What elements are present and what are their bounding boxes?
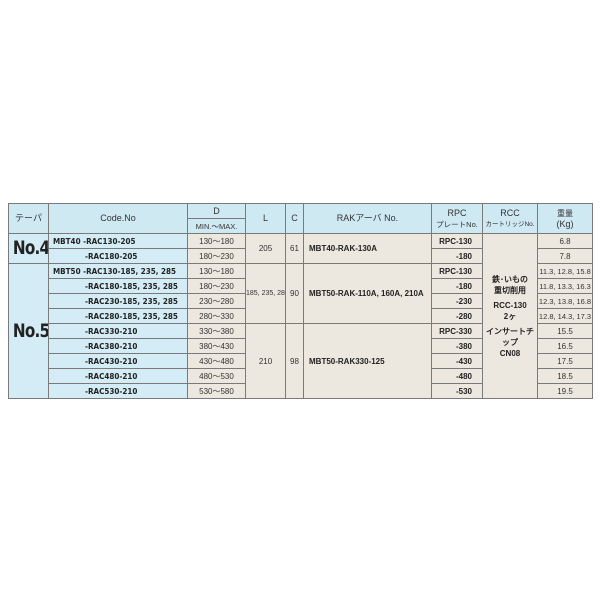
weight-cell: 11.3, 12.8, 15.8 bbox=[537, 263, 593, 279]
rcc-cell: 鉄･いもの 重切削用 RCC-130 2ヶ インサートチップ CN08 bbox=[482, 233, 538, 399]
header-rcc: RCC カートリッジNo. bbox=[482, 203, 538, 234]
taper-label: No.40 bbox=[12, 237, 49, 259]
header-rpc: RPC プレートNo. bbox=[431, 203, 483, 234]
taper-no40: No.40 bbox=[8, 233, 49, 264]
code-cell: -RAC380-210 bbox=[48, 338, 188, 354]
header-d-sub: MIN.～MAX. bbox=[187, 218, 246, 234]
d-cell: 480～530 bbox=[187, 368, 246, 384]
header-rak: RAKアーバ No. bbox=[303, 203, 432, 234]
taper-no50: No.50 bbox=[8, 263, 49, 399]
code-cell: -RAC530-210 bbox=[48, 383, 188, 399]
weight-cell: 6.8 bbox=[537, 233, 593, 249]
spec-table: テーパ Code.No D L C RAKアーバ No. RPC プレートNo. … bbox=[8, 203, 593, 399]
rcc-line: CN08 bbox=[499, 348, 521, 358]
rpc-cell: -530 bbox=[431, 383, 483, 399]
rpc-cell: -230 bbox=[431, 293, 483, 309]
header-rpc-2: プレートNo. bbox=[436, 219, 478, 229]
code-cell: -RAC180-205 bbox=[48, 248, 188, 264]
rcc-line: 2ヶ bbox=[503, 311, 517, 321]
header-weight: 重量 (Kg) bbox=[537, 203, 593, 234]
code-cell: -RAC230-185, 235, 285 bbox=[48, 293, 188, 309]
code-cell: -RAC480-210 bbox=[48, 368, 188, 384]
d-cell: 280～330 bbox=[187, 308, 246, 324]
weight-cell: 11.8, 13.3, 16.3 bbox=[537, 278, 593, 294]
code-cell: -RAC180-185, 235, 285 bbox=[48, 278, 188, 294]
d-cell: 130～180 bbox=[187, 233, 246, 249]
rcc-line: 重切削用 bbox=[494, 285, 526, 295]
d-cell: 380～430 bbox=[187, 338, 246, 354]
code-cell: -RAC430-210 bbox=[48, 353, 188, 369]
header-rpc-1: RPC bbox=[447, 207, 467, 218]
header-weight-2: (Kg) bbox=[556, 218, 574, 229]
header-l: L bbox=[245, 203, 286, 234]
rpc-cell: -480 bbox=[431, 368, 483, 384]
d-cell: 530～580 bbox=[187, 383, 246, 399]
rcc-line: 鉄･いもの bbox=[492, 274, 528, 284]
code-cell: -RAC280-185, 235, 285 bbox=[48, 308, 188, 324]
taper-label: No.50 bbox=[12, 319, 49, 342]
rak-cell: MBT50-RAK330-125 bbox=[303, 323, 432, 399]
header-rcc-1: RCC bbox=[500, 207, 520, 218]
rcc-line: インサートチップ bbox=[486, 326, 534, 347]
rpc-cell: -180 bbox=[431, 278, 483, 294]
d-cell: 330～380 bbox=[187, 323, 246, 339]
d-cell: 430～480 bbox=[187, 353, 246, 369]
header-taper: テーパ bbox=[8, 203, 49, 234]
rpc-cell: -180 bbox=[431, 248, 483, 264]
l-cell: 205 bbox=[245, 233, 286, 264]
rpc-cell: RPC-130 bbox=[431, 263, 483, 279]
l-cell: 210 bbox=[245, 323, 286, 399]
d-cell: 180～230 bbox=[187, 248, 246, 264]
code-cell: -RAC330-210 bbox=[48, 323, 188, 339]
weight-cell: 17.5 bbox=[537, 353, 593, 369]
rcc-line: RCC-130 bbox=[493, 300, 527, 310]
header-code: Code.No bbox=[48, 203, 188, 234]
weight-cell: 7.8 bbox=[537, 248, 593, 264]
l-cell: 185, 235, 285 bbox=[245, 263, 286, 324]
rpc-cell: -430 bbox=[431, 353, 483, 369]
header-rcc-2: カートリッジNo. bbox=[485, 220, 535, 228]
rpc-cell: -280 bbox=[431, 308, 483, 324]
code-cell: MBT50 -RAC130-185, 235, 285 bbox=[48, 263, 188, 279]
rpc-cell: RPC-130 bbox=[431, 233, 483, 249]
c-cell: 61 bbox=[285, 233, 304, 264]
c-cell: 98 bbox=[285, 323, 304, 399]
rpc-cell: -380 bbox=[431, 338, 483, 354]
rpc-cell: RPC-330 bbox=[431, 323, 483, 339]
header-c: C bbox=[285, 203, 304, 234]
c-cell: 90 bbox=[285, 263, 304, 324]
code-cell: MBT40 -RAC130-205 bbox=[48, 233, 188, 249]
rak-cell: MBT50-RAK-110A, 160A, 210A bbox=[303, 263, 432, 324]
d-cell: 230～280 bbox=[187, 293, 246, 309]
d-cell: 180～230 bbox=[187, 278, 246, 294]
d-cell: 130～180 bbox=[187, 263, 246, 279]
header-d: D bbox=[187, 203, 246, 219]
weight-cell: 12.3, 13.8, 16.8 bbox=[537, 293, 593, 309]
weight-cell: 12.8, 14.3, 17.3 bbox=[537, 308, 593, 324]
weight-cell: 18.5 bbox=[537, 368, 593, 384]
weight-cell: 15.5 bbox=[537, 323, 593, 339]
rak-cell: MBT40-RAK-130A bbox=[303, 233, 432, 264]
weight-cell: 16.5 bbox=[537, 338, 593, 354]
weight-cell: 19.5 bbox=[537, 383, 593, 399]
header-weight-1: 重量 bbox=[557, 208, 573, 218]
